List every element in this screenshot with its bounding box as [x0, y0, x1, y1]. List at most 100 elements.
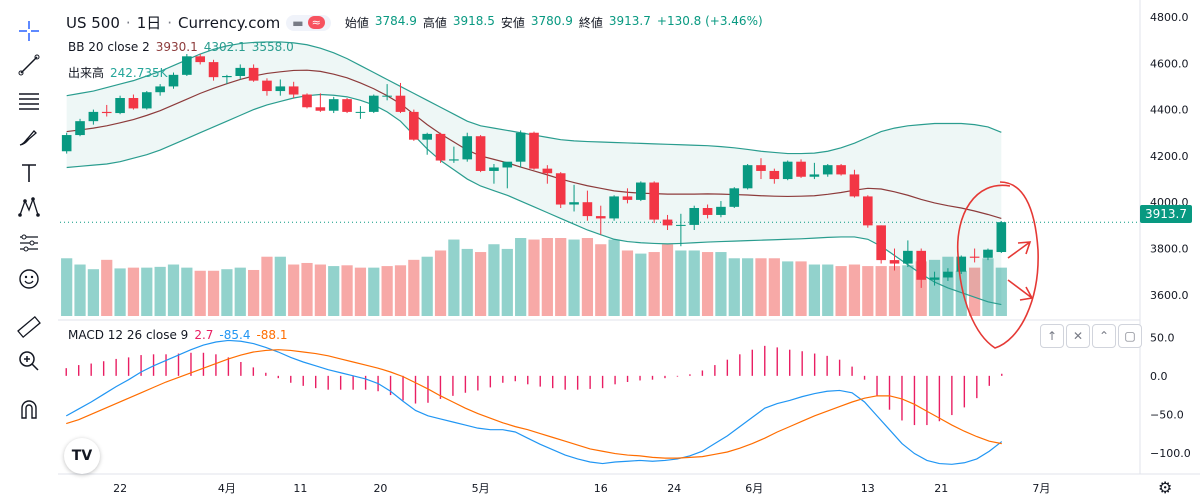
- volume-bar: [808, 264, 821, 316]
- volume-bar: [822, 264, 834, 316]
- candle-body: [449, 159, 459, 161]
- candle-body: [101, 111, 112, 114]
- volume-bar: [368, 267, 380, 316]
- candle-body: [662, 219, 673, 226]
- candle-body: [729, 188, 740, 207]
- candle-body: [182, 56, 192, 75]
- candle-body: [903, 250, 913, 264]
- macd-line: [65, 339, 1003, 465]
- volume-bar: [955, 270, 967, 316]
- candle-body: [716, 206, 726, 215]
- gear-icon[interactable]: ⚙: [1158, 478, 1173, 497]
- volume-bar: [635, 253, 647, 316]
- candle-body: [956, 256, 967, 272]
- candle-body: [689, 208, 700, 225]
- zoom-icon[interactable]: [14, 346, 44, 376]
- candle-body: [395, 95, 406, 112]
- candle-body: [168, 74, 179, 87]
- last-price-tag: 3913.7: [1140, 205, 1192, 223]
- macd-tick-label: −50.0: [1150, 408, 1184, 421]
- price-tick-label: 3800.0: [1150, 243, 1189, 256]
- macd-label: MACD 12 26 close 9: [68, 328, 189, 342]
- bb-upper-value: 4302.1: [203, 40, 246, 54]
- candle-body: [822, 165, 833, 175]
- magnet-icon[interactable]: [14, 394, 44, 424]
- volume-bar: [421, 256, 433, 316]
- volume-bar: [675, 250, 687, 316]
- emoji-icon[interactable]: [14, 264, 44, 294]
- interval-label[interactable]: 1日: [136, 14, 162, 32]
- volume-bar: [581, 238, 594, 316]
- candle-body: [983, 249, 993, 258]
- volume-bar: [261, 256, 273, 316]
- volume-bar: [461, 248, 473, 316]
- volume-bar: [288, 264, 300, 316]
- candle-body: [796, 161, 806, 177]
- price-tick-label: 4200.0: [1150, 150, 1189, 163]
- volume-legend[interactable]: 出来高 242.735K: [68, 64, 168, 81]
- crosshair-icon[interactable]: [14, 16, 44, 46]
- volume-bar: [207, 270, 220, 316]
- pane-collapse-icon[interactable]: ⌃: [1092, 324, 1116, 348]
- volume-bar: [942, 256, 954, 316]
- volume-bar: [234, 267, 246, 316]
- candle-body: [288, 86, 299, 95]
- candle-body: [462, 136, 473, 160]
- tradingview-logo-icon[interactable]: TV: [64, 438, 100, 474]
- volume-bar: [848, 264, 861, 316]
- fib-icon[interactable]: [14, 86, 44, 116]
- symbol-name[interactable]: US 500: [66, 13, 120, 32]
- macd-legend[interactable]: MACD 12 26 close 9 2.7 -85.4 -88.1: [68, 328, 288, 342]
- price-tick-label: 4800.0: [1150, 11, 1189, 24]
- volume-bar: [742, 258, 754, 316]
- brush-icon[interactable]: [14, 122, 44, 152]
- candle-body: [836, 165, 846, 175]
- text-icon[interactable]: [14, 158, 44, 188]
- pane-maximize-icon[interactable]: ▢: [1118, 324, 1142, 348]
- bb-band-fill: [66, 41, 1002, 305]
- source-label: Currency.com: [178, 13, 281, 32]
- volume-bar: [274, 256, 286, 316]
- candle-body: [155, 86, 165, 93]
- volume-bar: [328, 266, 340, 316]
- time-tick-label: 20: [373, 482, 387, 495]
- bb-basis-line: [66, 69, 1002, 219]
- volume-bar: [928, 259, 941, 316]
- forecast-icon[interactable]: [14, 228, 44, 258]
- volume-bar: [167, 264, 180, 316]
- candle-body: [636, 182, 646, 200]
- volume-bar: [474, 252, 487, 316]
- ruler-icon[interactable]: [14, 312, 44, 342]
- candle-body: [809, 174, 820, 177]
- candle-body: [382, 95, 392, 97]
- volume-bar: [835, 266, 847, 316]
- candle-body: [435, 133, 446, 161]
- candle-body: [302, 94, 312, 108]
- bb-legend[interactable]: BB 20 close 2 3930.1 4302.1 3558.0: [68, 40, 294, 54]
- candle-body: [502, 161, 513, 168]
- macd-tick-label: 50.0: [1150, 331, 1175, 344]
- market-status-pill[interactable]: ▬ ≈: [286, 14, 331, 31]
- candle-body: [782, 161, 793, 180]
- candle-body: [235, 67, 246, 76]
- volume-bar: [341, 265, 353, 316]
- candle-body: [876, 225, 886, 261]
- time-tick-label: 24: [667, 482, 681, 495]
- volume-bar: [528, 239, 540, 316]
- volume-bar: [888, 266, 901, 316]
- pane-close-icon[interactable]: ✕: [1066, 324, 1090, 348]
- volume-bar: [995, 267, 1007, 316]
- pane-up-icon[interactable]: ↑: [1040, 324, 1064, 348]
- candle-body: [916, 250, 927, 280]
- low-label: 安値: [500, 16, 525, 30]
- pattern-icon[interactable]: [14, 192, 44, 222]
- bb-basis-value: 3930.1: [155, 40, 198, 54]
- volume-bar: [381, 266, 393, 316]
- candle-body: [409, 111, 419, 140]
- ohlc-values: 始値 3784.9 高値 3918.5 安値 3780.9 終値 3913.7 +130…: [345, 14, 763, 31]
- candle-body: [929, 277, 940, 280]
- candle-body: [88, 111, 99, 122]
- trendline-icon[interactable]: [14, 50, 44, 80]
- candle-body: [649, 182, 659, 220]
